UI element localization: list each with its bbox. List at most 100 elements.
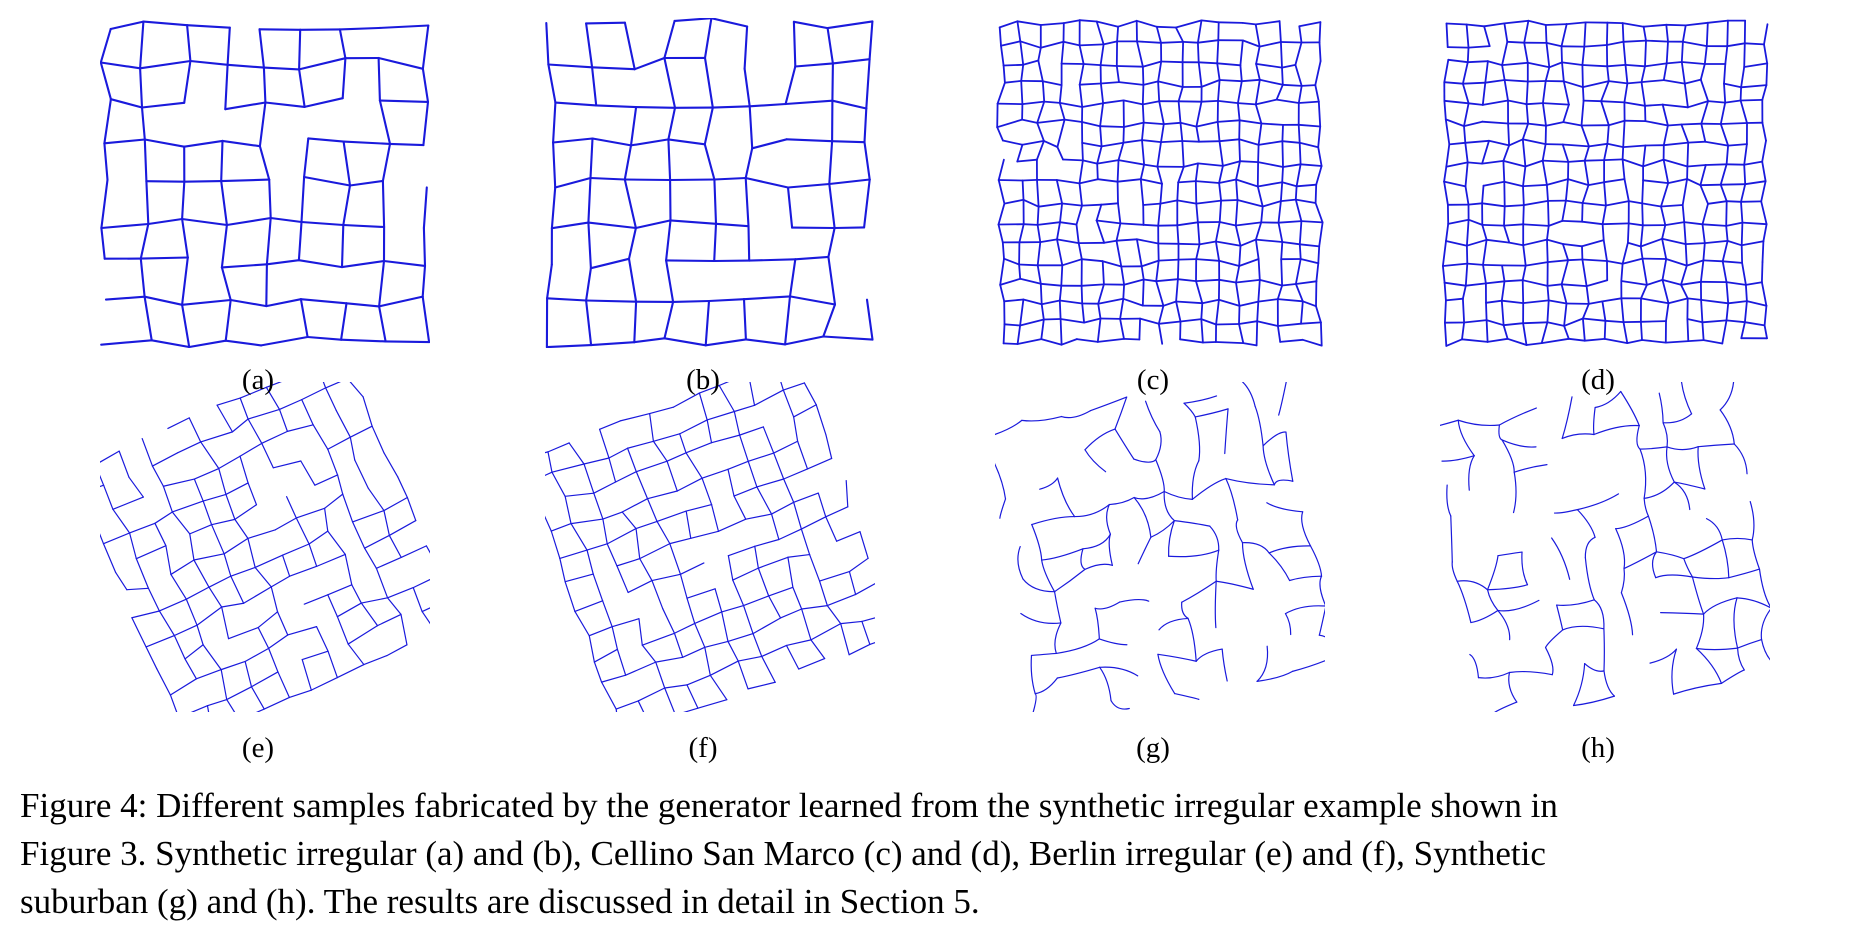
road-segment — [112, 496, 144, 510]
road-segment — [1751, 539, 1761, 570]
road-segment — [550, 523, 572, 532]
road-segment — [1508, 241, 1525, 247]
road-segment — [585, 22, 594, 69]
road-segment — [1606, 142, 1625, 148]
road-segment — [346, 382, 364, 398]
road-segment — [1687, 100, 1709, 109]
road-segment — [1501, 64, 1506, 81]
road-segment — [1037, 59, 1044, 83]
road-segment — [257, 626, 270, 649]
road-segment — [261, 430, 289, 444]
road-segment — [1581, 220, 1604, 226]
road-segment — [679, 573, 688, 599]
road-segment — [1642, 23, 1668, 28]
road-segment — [1177, 100, 1182, 124]
panel-b — [545, 18, 875, 348]
road-segment — [1141, 100, 1161, 106]
road-segment — [868, 20, 874, 61]
road-segment — [826, 27, 834, 65]
road-segment — [1733, 597, 1739, 649]
road-segment — [1058, 299, 1062, 320]
road-segment — [1278, 382, 1288, 416]
road-segment — [1116, 159, 1120, 183]
road-segment — [1318, 21, 1322, 44]
road-segment — [315, 626, 329, 652]
road-segment — [621, 511, 637, 530]
road-segment — [739, 434, 749, 462]
road-segment — [1445, 297, 1464, 302]
road-segment — [1016, 158, 1038, 163]
road-segment — [1281, 83, 1303, 87]
road-segment — [1561, 61, 1565, 83]
road-segment — [220, 178, 271, 183]
road-segment — [140, 101, 186, 109]
road-segment — [1541, 159, 1570, 163]
road-segment — [1561, 143, 1590, 148]
road-segment — [1002, 63, 1025, 67]
road-segment — [1174, 692, 1200, 700]
caption-line-3: suburban (g) and (h). The results are di… — [20, 882, 980, 921]
road-segment — [1546, 321, 1565, 327]
road-segment — [1562, 243, 1583, 248]
road-segment — [1160, 140, 1184, 143]
road-segment — [1721, 260, 1728, 283]
road-segment — [1116, 178, 1142, 183]
road-segment — [1021, 179, 1038, 182]
road-segment — [1197, 39, 1220, 44]
road-segment — [1096, 317, 1102, 343]
road-segment — [1177, 242, 1201, 246]
road-segment — [1665, 23, 1687, 27]
road-segment — [1547, 220, 1564, 227]
road-segment — [1116, 25, 1119, 43]
road-segment — [1627, 222, 1630, 244]
road-segment — [1700, 299, 1730, 305]
road-segment — [1546, 238, 1564, 245]
road-segment — [308, 530, 329, 545]
road-segment — [104, 295, 146, 301]
road-segment — [1563, 302, 1568, 327]
road-segment — [154, 522, 167, 547]
road-segment — [1606, 65, 1610, 82]
road-segment — [287, 626, 318, 636]
road-segment — [220, 669, 228, 701]
road-segment — [1522, 321, 1549, 325]
road-segment — [1720, 669, 1745, 684]
road-segment — [1572, 695, 1616, 707]
road-segment — [1523, 19, 1530, 44]
road-segment — [1481, 99, 1509, 106]
road-segment — [685, 510, 692, 539]
road-segment — [1036, 221, 1061, 226]
road-segment — [639, 543, 671, 560]
road-segment — [342, 140, 352, 187]
road-segment — [131, 617, 147, 648]
road-segment — [615, 700, 639, 710]
road-segment — [1581, 45, 1586, 66]
road-segment — [100, 61, 112, 101]
road-segment — [1703, 45, 1708, 65]
road-segment — [268, 647, 279, 673]
road-segment — [1257, 140, 1284, 146]
road-segment — [103, 484, 114, 510]
road-segment — [1078, 159, 1084, 185]
road-segment — [1662, 124, 1669, 147]
road-segment — [1297, 123, 1322, 128]
road-segment — [1022, 223, 1039, 226]
subfigure-label-h: (h) — [1581, 732, 1615, 764]
road-segment — [1181, 580, 1217, 603]
road-segment — [1687, 140, 1707, 144]
road-segment — [371, 425, 385, 454]
road-segment — [383, 496, 408, 512]
road-segment — [825, 506, 849, 518]
road-segment — [1002, 342, 1019, 345]
road-segment — [1447, 58, 1469, 64]
road-segment — [996, 126, 1004, 142]
subfigure-label-e: (e) — [241, 732, 275, 764]
road-segment — [257, 611, 279, 629]
road-segment — [1195, 280, 1204, 305]
road-segment — [1481, 202, 1506, 208]
road-segment — [848, 643, 871, 656]
road-segment — [1100, 202, 1119, 206]
road-segment — [188, 417, 202, 443]
road-segment — [1141, 103, 1145, 124]
road-segment — [1745, 281, 1763, 286]
